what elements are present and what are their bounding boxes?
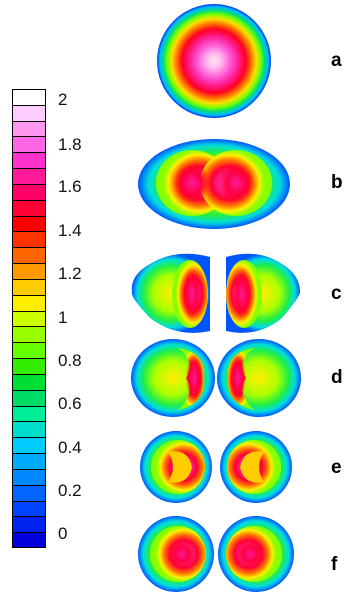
panel-f-contour <box>138 516 294 592</box>
colorbar-cell <box>12 294 46 312</box>
colorbar-cell <box>12 120 46 137</box>
colorbar-cell <box>12 168 46 185</box>
panel-label-d: d <box>331 367 343 388</box>
colorbar-tick: 1 <box>58 308 68 327</box>
colorbar-tick: 1.4 <box>58 221 82 240</box>
right-core <box>230 356 246 400</box>
colorbar-tick: 2 <box>58 90 68 109</box>
colorbar-tick: 0 <box>58 524 68 543</box>
panel-label-a: a <box>331 50 342 71</box>
colorbar-cell <box>12 278 46 296</box>
left-core <box>186 356 202 400</box>
colorbar-frame <box>12 89 46 548</box>
colorbar-tick: 0.2 <box>58 481 82 500</box>
colorbar-tick: 0.4 <box>58 438 82 457</box>
colorbar-cell <box>12 310 46 327</box>
colorbar-cell <box>12 389 46 407</box>
colorbar-cell <box>12 453 46 470</box>
colorbar-tick: 0.6 <box>58 394 82 413</box>
panel-a-contour <box>157 4 271 118</box>
right-core <box>233 269 251 319</box>
colorbar-cell <box>12 468 46 486</box>
colorbar-cell <box>12 247 46 264</box>
left-core <box>174 163 210 203</box>
colorbar-tick: 1.8 <box>58 135 82 154</box>
colorbar-tick: 1.2 <box>58 264 82 283</box>
colorbar-tick: 0.8 <box>58 351 82 370</box>
panel-d-contour <box>131 339 301 417</box>
colorbar-tick: 1.6 <box>58 177 82 196</box>
panel-e-contour <box>140 431 292 503</box>
panel-label-b: b <box>331 172 343 193</box>
colorbar-cell <box>12 89 46 106</box>
colorbar-cell <box>12 516 46 533</box>
colorbar-cell <box>12 532 46 549</box>
colorbar-cell <box>12 152 46 169</box>
colorbar-cell <box>12 342 46 359</box>
colorbar-cell <box>12 231 46 248</box>
colorbar-cell <box>12 215 46 232</box>
right-core <box>218 163 254 203</box>
colorbar-cell <box>12 437 46 454</box>
colorbar-cell <box>12 500 46 517</box>
colorbar-cell <box>12 199 46 217</box>
colorbar-cell <box>12 373 46 391</box>
left-core <box>169 541 195 567</box>
right-core <box>237 541 263 567</box>
panel-label-e: e <box>331 457 342 478</box>
colorbar-cell <box>12 405 46 422</box>
left-inner-notch <box>168 451 192 483</box>
colorbar-cell <box>12 263 46 280</box>
colorbar-cell <box>12 183 46 201</box>
panel-label-f: f <box>331 554 338 575</box>
colorbar-cell <box>12 104 46 122</box>
left-core <box>183 269 201 319</box>
colorbar <box>12 89 46 549</box>
colorbar-cell <box>12 421 46 438</box>
panel-b-contour <box>138 139 290 229</box>
contour-disc <box>157 4 271 118</box>
colorbar-cell <box>12 484 46 501</box>
panel-c-contour <box>131 253 300 333</box>
colorbar-cell <box>12 326 46 343</box>
panel-label-c: c <box>331 283 342 304</box>
right-inner-notch <box>240 451 264 483</box>
colorbar-cell <box>12 358 46 375</box>
colorbar-cell <box>12 136 46 153</box>
